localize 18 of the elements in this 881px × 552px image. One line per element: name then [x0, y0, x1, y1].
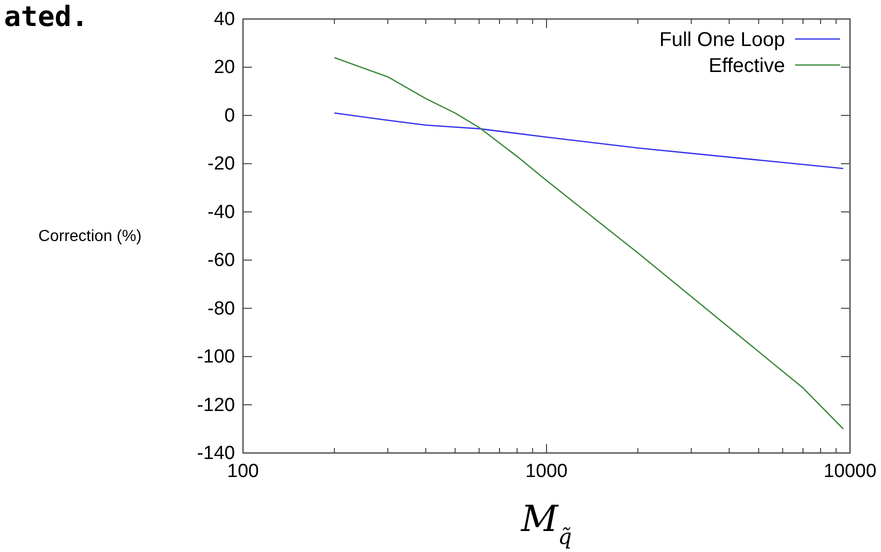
y-tick-label: -100	[196, 346, 235, 368]
legend-label: Effective	[708, 55, 785, 77]
y-tick-label: -80	[208, 298, 235, 320]
x-axis-title: M$_{q̃}$	[520, 499, 572, 550]
y-axis-title: Correction (%)	[38, 228, 142, 245]
y-tick-label: -40	[208, 202, 235, 223]
text: ated.	[4, 0, 88, 33]
y-tick-label: 40	[214, 9, 235, 30]
x-tick-label: 100	[227, 461, 259, 482]
legend-label: Full One Loop	[659, 29, 785, 51]
y-tick-label: -140	[196, 443, 235, 464]
y-tick-label: 20	[214, 57, 235, 78]
x-tick-label: 10000	[824, 461, 876, 482]
y-tick-label: -120	[196, 394, 235, 416]
y-tick-label: 0	[224, 105, 235, 126]
y-tick-label: -60	[208, 250, 235, 272]
x-tick-label: 1000	[525, 461, 568, 482]
y-tick-label: -20	[208, 154, 235, 175]
